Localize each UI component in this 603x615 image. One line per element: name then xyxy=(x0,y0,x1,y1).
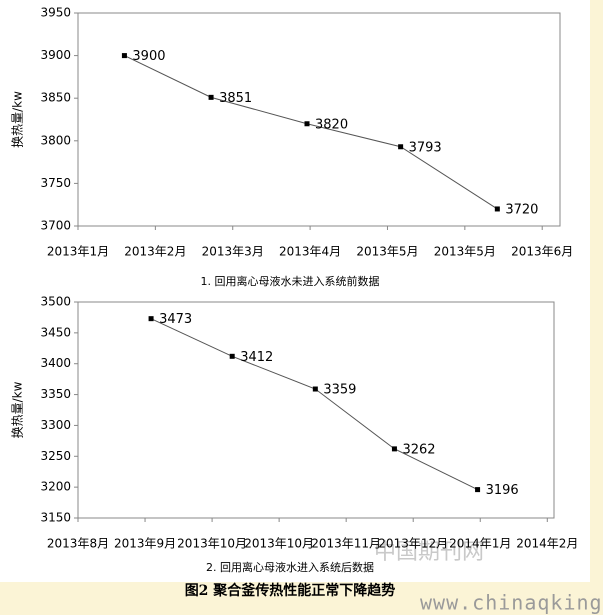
y-tick-label: 3500 xyxy=(40,295,71,309)
data-label: 3262 xyxy=(402,442,435,457)
x-tick-label: 2014年2月 xyxy=(516,537,578,551)
y-tick-label: 3700 xyxy=(40,219,71,233)
y-tick-label: 3350 xyxy=(40,387,71,401)
watermark-url: www.chinaqking.com xyxy=(420,591,603,615)
x-tick-label: 2013年3月 xyxy=(202,245,264,259)
y-tick-label: 3450 xyxy=(40,325,71,339)
data-label: 3359 xyxy=(323,383,356,398)
point xyxy=(208,94,214,100)
y-tick-label: 3250 xyxy=(40,449,71,463)
data-label: 3820 xyxy=(315,117,348,132)
x-tick-label: 2013年2月 xyxy=(124,245,186,259)
data-label: 3851 xyxy=(219,91,252,106)
point xyxy=(398,144,404,150)
point xyxy=(148,316,154,322)
x-tick-label: 2013年11月 xyxy=(311,537,381,551)
x-tick-label: 2013年9月 xyxy=(114,537,176,551)
subtitle: 1. 回用离心母液水未进入系统前数据 xyxy=(201,274,380,288)
data-label: 3793 xyxy=(409,140,442,155)
point xyxy=(475,487,481,493)
x-tick-label: 2013年12月 xyxy=(378,537,448,551)
point xyxy=(391,446,397,452)
y-tick-label: 3300 xyxy=(40,418,71,432)
caption: 图2 聚合釜传热性能正常下降趋势 xyxy=(185,582,396,599)
data-label: 3900 xyxy=(132,49,165,64)
x-tick-label: 2013年5月 xyxy=(434,245,496,259)
point xyxy=(229,353,235,359)
y-axis-label: 换热量/kw xyxy=(11,91,25,148)
data-label: 3473 xyxy=(159,312,192,327)
y-tick-label: 3900 xyxy=(40,48,71,62)
data-label: 3196 xyxy=(486,483,519,498)
x-tick-label: 2013年1月 xyxy=(47,245,109,259)
x-tick-label: 2013年10月 xyxy=(177,537,247,551)
point xyxy=(494,206,500,212)
y-axis-label: 换热量/kw xyxy=(11,381,25,438)
plot-frame xyxy=(77,301,555,519)
x-tick-label: 2013年10月 xyxy=(244,537,314,551)
subtitle: 2. 回用离心母液水进入系统后数据 xyxy=(206,560,374,574)
x-tick-label: 2013年4月 xyxy=(279,245,341,259)
point xyxy=(121,53,127,59)
data-label: 3412 xyxy=(240,350,273,365)
data-label: 3720 xyxy=(505,202,538,217)
y-tick-label: 3750 xyxy=(40,176,71,190)
y-tick-label: 3200 xyxy=(40,480,71,494)
point xyxy=(304,121,310,127)
plot-frame xyxy=(77,12,561,227)
x-tick-label: 2014年1月 xyxy=(449,537,511,551)
y-tick-label: 3950 xyxy=(40,6,71,20)
x-tick-label: 2013年6月 xyxy=(511,245,573,259)
panel xyxy=(0,0,590,582)
y-tick-label: 3800 xyxy=(40,133,71,147)
y-tick-label: 3150 xyxy=(40,511,71,525)
point xyxy=(312,386,318,392)
y-tick-label: 3850 xyxy=(40,91,71,105)
watermark: 中国期刊网 xyxy=(374,540,484,565)
x-tick-label: 2013年5月 xyxy=(356,245,418,259)
y-tick-label: 3400 xyxy=(40,356,71,370)
x-tick-label: 2013年8月 xyxy=(47,537,109,551)
